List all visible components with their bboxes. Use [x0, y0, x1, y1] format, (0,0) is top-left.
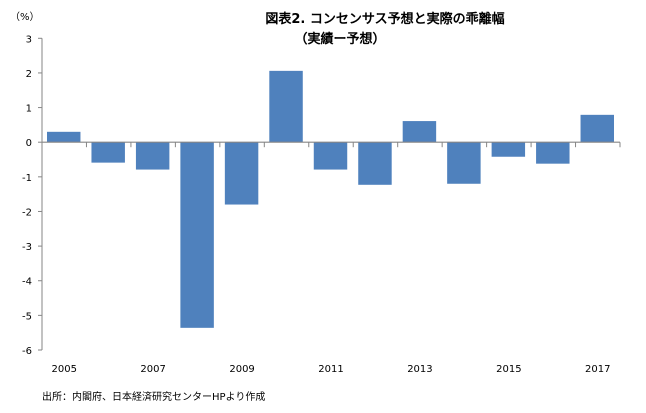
x-tick-label: 2013 — [407, 364, 432, 375]
y-tick-label: 0 — [26, 138, 32, 149]
bar-2015 — [491, 142, 526, 157]
y-tick-label: -4 — [22, 277, 32, 288]
y-tick-label: -2 — [22, 207, 32, 218]
bar-2007 — [135, 142, 170, 170]
bar-2006 — [91, 142, 125, 163]
bar-2014 — [447, 142, 481, 184]
y-tick-label: -5 — [22, 311, 32, 322]
bar-2017 — [580, 114, 614, 143]
chart-title: 図表2. コンセンサス予想と実際の乖離幅 — [265, 11, 504, 27]
y-axis-unit: （%） — [10, 11, 40, 23]
bar-2005 — [47, 131, 81, 143]
x-tick-label: 2007 — [140, 364, 165, 375]
y-tick-label: -1 — [22, 173, 32, 184]
bar-2011 — [313, 142, 348, 170]
x-tick-label: 2011 — [318, 364, 343, 375]
y-tick-label: 1 — [26, 104, 32, 115]
source-note: 出所：内閣府、日本経済研究センターHPより作成 — [42, 390, 265, 403]
y-tick-label: -6 — [22, 346, 32, 357]
bar-2008 — [180, 142, 214, 328]
x-tick-label: 2017 — [585, 364, 610, 375]
x-tick-label: 2005 — [52, 364, 77, 375]
chart-subtitle: （実績ー予想） — [294, 31, 385, 47]
y-tick-label: -3 — [22, 242, 32, 253]
bar-2009 — [224, 142, 259, 205]
x-tick-label: 2015 — [496, 364, 521, 375]
x-tick-label: 2009 — [229, 364, 254, 375]
bar-2013 — [402, 121, 437, 143]
y-tick-label: 2 — [26, 69, 32, 80]
y-tick-label: 3 — [26, 34, 32, 45]
bar-2012 — [358, 142, 392, 185]
bar-2010 — [269, 70, 303, 143]
bar-2016 — [536, 142, 570, 164]
